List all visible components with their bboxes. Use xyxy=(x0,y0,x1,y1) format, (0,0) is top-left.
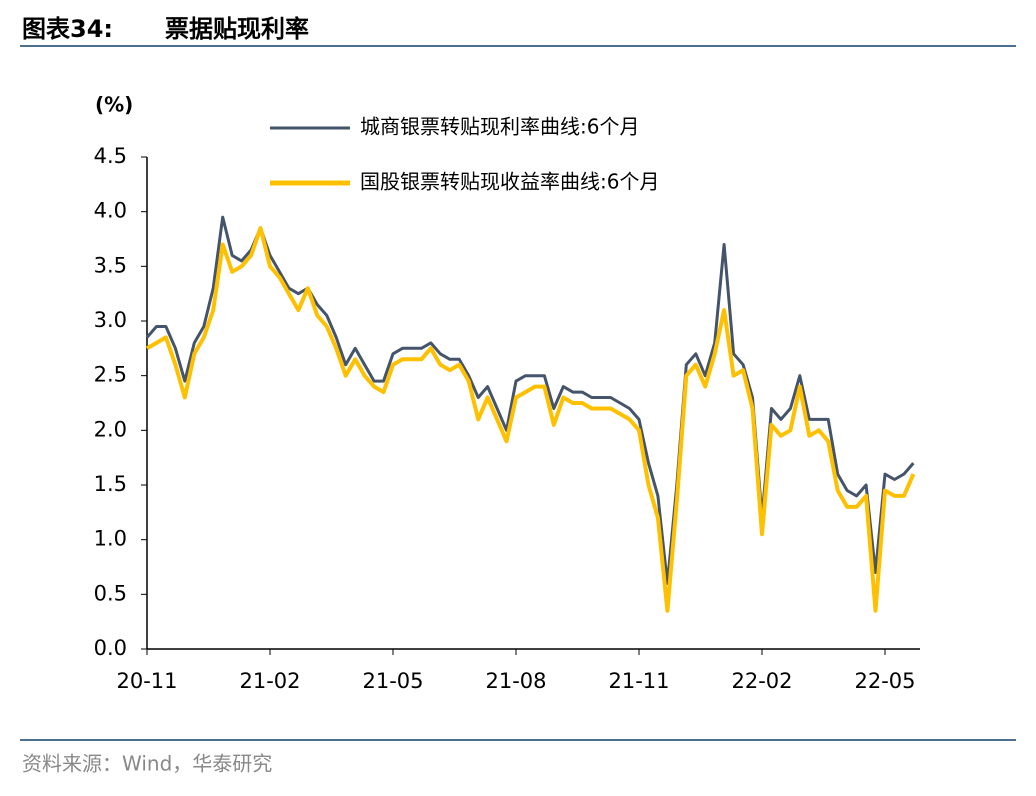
y-tick-label: 2.5 xyxy=(94,363,127,387)
figure-label: 图表34: xyxy=(22,15,113,43)
y-tick-label: 0.0 xyxy=(94,636,127,660)
x-tick-label: 21-08 xyxy=(485,669,546,693)
series-line xyxy=(145,215,915,585)
y-tick-label: 2.0 xyxy=(94,417,127,441)
y-axis-unit: (%) xyxy=(95,93,133,117)
figure-title: 票据贴现利率 xyxy=(165,15,309,43)
y-tick-label: 4.5 xyxy=(94,144,127,168)
source: 资料来源：Wind，华泰研究 xyxy=(22,752,272,776)
y-tick-label: 3.0 xyxy=(94,308,127,332)
legend-label: 国股银票转贴现收益率曲线:6个月 xyxy=(360,170,659,194)
x-tick-label: 22-05 xyxy=(854,669,915,693)
x-tick-label: 22-02 xyxy=(731,669,792,693)
y-tick-label: 1.5 xyxy=(94,472,127,496)
x-tick-label: 21-02 xyxy=(239,669,300,693)
y-tick-label: 1.0 xyxy=(94,527,127,551)
y-tick-label: 3.5 xyxy=(94,253,127,277)
x-tick-label: 21-11 xyxy=(608,669,669,693)
x-tick-label: 20-11 xyxy=(116,669,177,693)
legend-label: 城商银票转贴现利率曲线:6个月 xyxy=(360,115,639,139)
y-tick-label: 0.5 xyxy=(94,581,127,605)
series-line xyxy=(146,226,916,613)
x-tick-label: 21-05 xyxy=(362,669,423,693)
y-tick-label: 4.0 xyxy=(94,199,127,223)
